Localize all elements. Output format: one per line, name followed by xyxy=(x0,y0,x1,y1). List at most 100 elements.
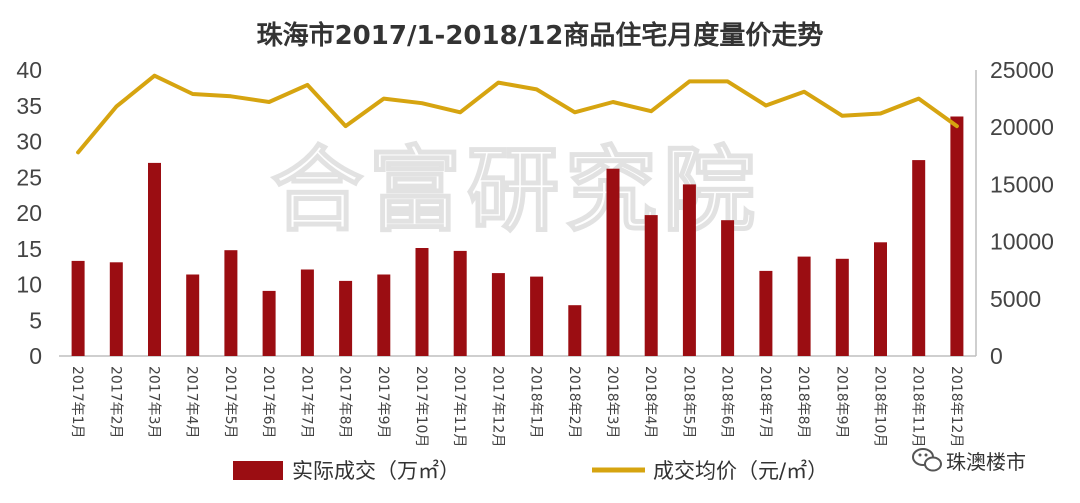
bar-5 xyxy=(224,250,238,356)
price-line xyxy=(76,73,959,155)
line-point-9 xyxy=(382,97,386,101)
bar-9 xyxy=(377,274,391,356)
bar-15 xyxy=(606,168,620,356)
line-point-1 xyxy=(76,150,80,154)
x-tick-1: 2017年1月 xyxy=(69,366,85,439)
right-tick-25000: 25000 xyxy=(990,57,1054,83)
bar-19 xyxy=(759,270,773,356)
left-tick-20: 20 xyxy=(16,200,42,226)
x-tick-22: 2018年10月 xyxy=(871,366,887,447)
bar-17 xyxy=(682,184,696,356)
bar-20 xyxy=(797,256,811,356)
right-axis-tick-labels: 0 5000 10000 15000 20000 25000 xyxy=(990,57,1054,369)
line-point-16 xyxy=(649,109,653,113)
line-series xyxy=(76,73,959,155)
left-tick-40: 40 xyxy=(16,57,42,83)
line-point-6 xyxy=(267,100,271,104)
x-tick-7: 2017年7月 xyxy=(298,366,314,439)
legend: 实际成交（万㎡） 成交均价（元/㎡） xyxy=(233,459,828,483)
line-point-11 xyxy=(458,110,462,114)
left-tick-25: 25 xyxy=(16,164,42,190)
x-tick-9: 2017年9月 xyxy=(375,366,391,439)
line-point-14 xyxy=(573,110,577,114)
line-point-2 xyxy=(114,105,118,109)
line-point-24 xyxy=(955,124,959,128)
bar-24 xyxy=(950,116,964,356)
left-tick-15: 15 xyxy=(16,236,42,262)
bar-7 xyxy=(300,269,314,356)
x-tick-8: 2017年8月 xyxy=(337,366,353,439)
x-tick-14: 2018年2月 xyxy=(566,366,582,439)
line-point-23 xyxy=(917,97,921,101)
bar-14 xyxy=(568,305,582,356)
left-tick-10: 10 xyxy=(16,272,42,298)
line-point-21 xyxy=(840,114,844,118)
line-point-13 xyxy=(535,87,539,91)
x-tick-17: 2018年5月 xyxy=(680,366,696,439)
x-tick-12: 2017年12月 xyxy=(489,366,505,447)
bar-8 xyxy=(339,280,353,356)
brand-watermark: 珠澳楼市 xyxy=(912,448,1026,474)
x-tick-20: 2018年8月 xyxy=(795,366,811,439)
x-tick-labels: 2017年1月 2017年2月 2017年3月 2017年4月 2017年5月 2017年… xyxy=(69,366,964,447)
x-tick-2: 2017年2月 xyxy=(107,366,123,439)
bar-23 xyxy=(912,160,926,356)
left-axis-tick-labels: 0 5 10 15 20 25 30 35 40 xyxy=(16,57,42,369)
line-point-10 xyxy=(420,101,424,105)
line-point-7 xyxy=(305,83,309,87)
wechat-icon xyxy=(912,448,942,472)
x-tick-6: 2017年6月 xyxy=(260,366,276,439)
chart-title: 珠海市2017/1-2018/12商品住宅月度量价走势 xyxy=(257,20,824,51)
x-tick-13: 2018年1月 xyxy=(528,366,544,439)
legend-label-line: 成交均价（元/㎡） xyxy=(653,459,828,483)
line-point-8 xyxy=(344,124,348,128)
x-tick-16: 2018年4月 xyxy=(642,366,658,439)
bar-10 xyxy=(415,248,429,356)
x-tick-5: 2017年5月 xyxy=(222,366,238,439)
axes xyxy=(59,70,977,357)
brand-label: 珠澳楼市 xyxy=(946,450,1026,474)
bar-12 xyxy=(491,273,505,356)
x-tick-19: 2018年7月 xyxy=(757,366,773,439)
bar-6 xyxy=(262,290,276,356)
line-point-5 xyxy=(229,94,233,98)
bar-series xyxy=(71,116,964,356)
bar-22 xyxy=(874,242,887,356)
right-tick-20000: 20000 xyxy=(990,114,1054,140)
bar-3 xyxy=(148,162,161,356)
legend-label-bar: 实际成交（万㎡） xyxy=(292,459,460,483)
bar-4 xyxy=(186,274,200,356)
line-point-19 xyxy=(764,104,768,107)
bar-16 xyxy=(644,215,658,356)
x-tick-18: 2018年6月 xyxy=(719,366,735,439)
right-tick-15000: 15000 xyxy=(990,171,1054,197)
bar-13 xyxy=(530,276,544,356)
bar-18 xyxy=(721,220,735,356)
x-tick-3: 2017年3月 xyxy=(146,366,162,439)
left-tick-0: 0 xyxy=(29,343,42,369)
x-tick-15: 2018年3月 xyxy=(604,366,620,439)
x-tick-11: 2017年11月 xyxy=(451,366,467,447)
bar-1 xyxy=(71,260,85,356)
line-point-15 xyxy=(611,100,615,104)
x-tick-23: 2018年11月 xyxy=(910,366,926,447)
x-tick-10: 2017年10月 xyxy=(413,366,429,447)
bar-2 xyxy=(109,262,123,356)
x-tick-24: 2018年12月 xyxy=(948,366,964,447)
right-tick-0: 0 xyxy=(990,343,1003,369)
left-tick-30: 30 xyxy=(16,129,42,155)
right-tick-10000: 10000 xyxy=(990,229,1054,255)
x-tick-21: 2018年9月 xyxy=(833,366,849,439)
line-point-12 xyxy=(496,81,500,85)
line-point-18 xyxy=(726,79,730,83)
bar-21 xyxy=(835,258,849,356)
bar-11 xyxy=(453,250,467,356)
line-point-22 xyxy=(879,112,882,115)
legend-swatch-bar xyxy=(233,461,283,480)
line-point-3 xyxy=(153,74,156,78)
line-point-4 xyxy=(191,92,195,96)
line-point-17 xyxy=(687,79,691,83)
right-tick-5000: 5000 xyxy=(990,286,1041,312)
